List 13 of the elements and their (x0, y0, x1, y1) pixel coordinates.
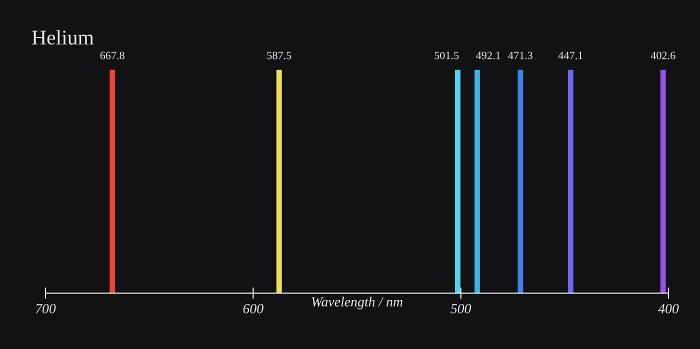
annotation: 447.1 (558, 52, 583, 60)
annotation: 471.3 (508, 52, 532, 60)
x-tick-label: 600 (243, 304, 264, 314)
x-tick-label: 700 (36, 304, 56, 314)
annotation: 587.5 (267, 52, 292, 60)
annotation: 501.5 (434, 52, 459, 60)
x-axis-title: Wavelength / nm (312, 296, 402, 310)
chart-title: Helium (32, 30, 94, 45)
x-tick-label: 500 (450, 304, 472, 314)
x-tick-label: 400 (658, 304, 679, 314)
annotation: 402.6 (650, 52, 676, 60)
annotation: 492.1 (476, 52, 500, 60)
annotation: 667.8 (100, 52, 124, 60)
